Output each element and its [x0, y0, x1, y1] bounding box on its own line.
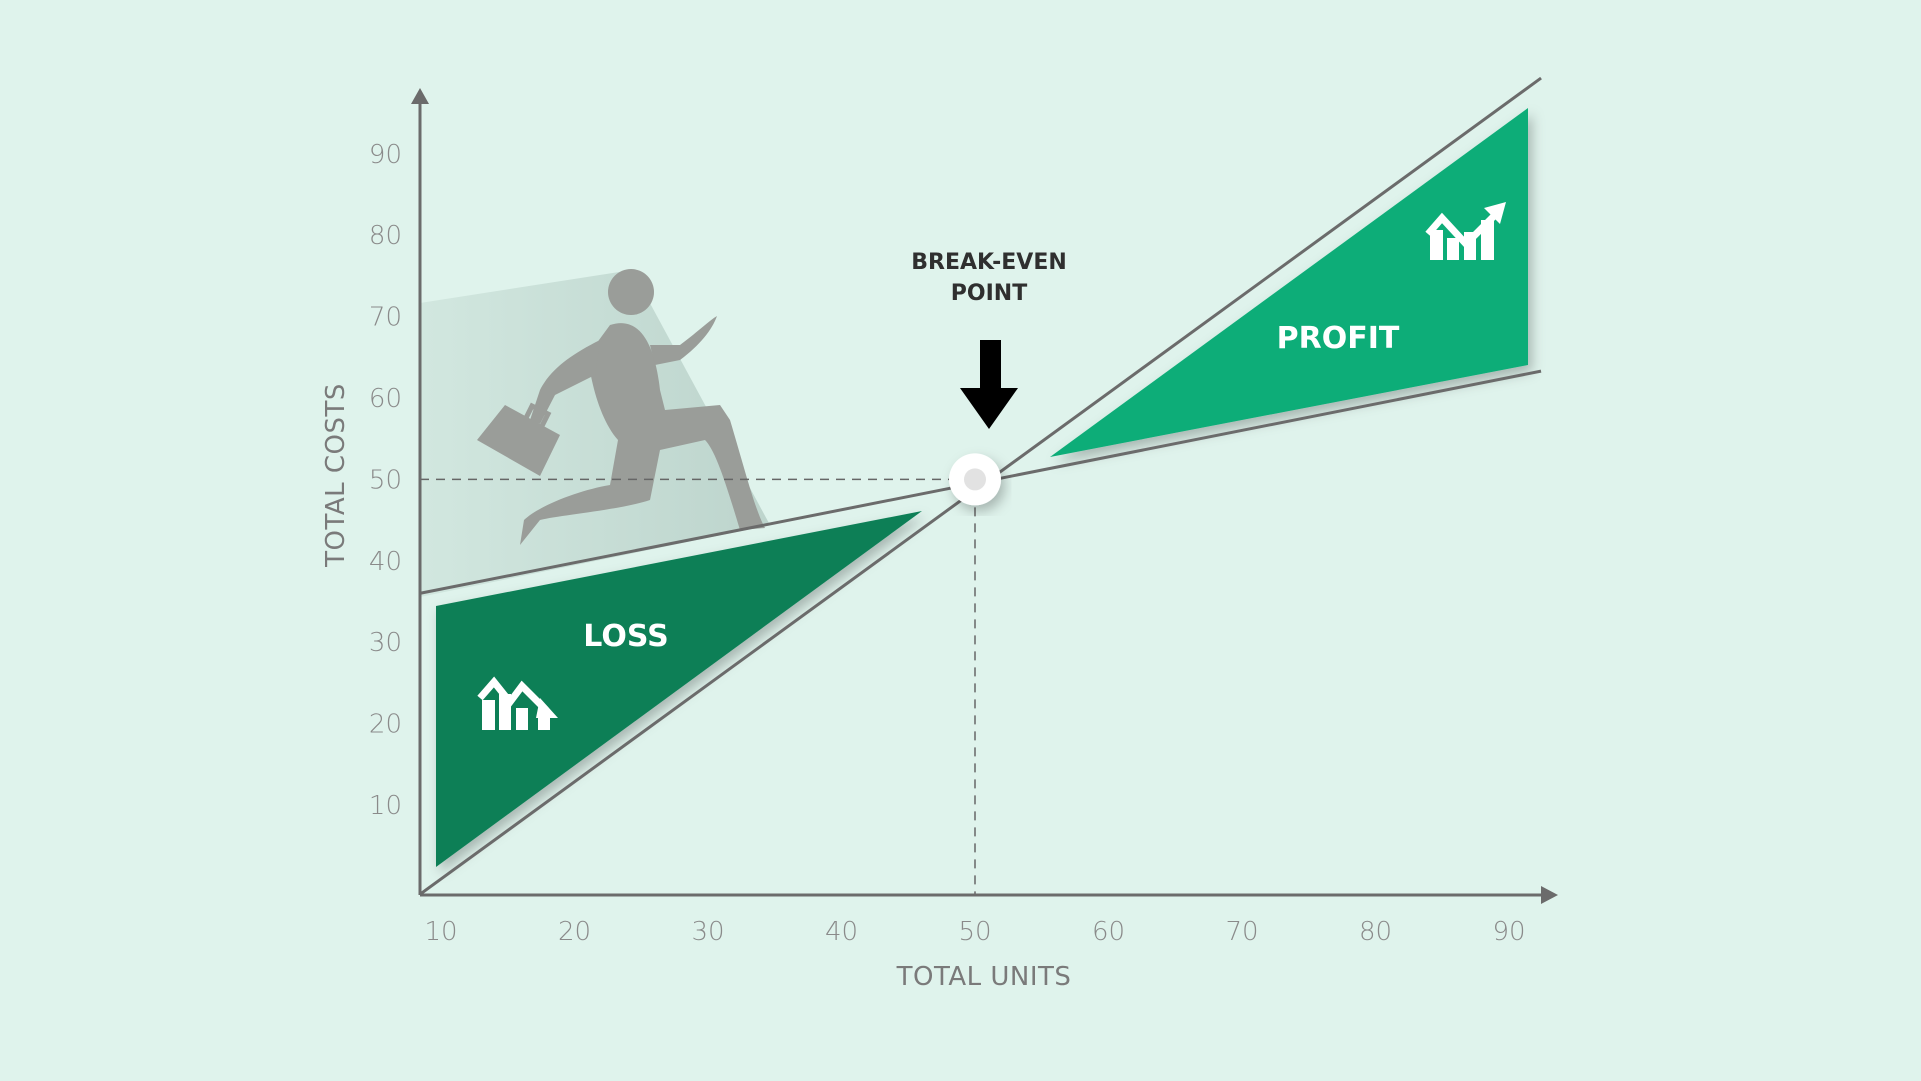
- x-tick-label: 80: [1359, 917, 1392, 947]
- x-tick-label: 70: [1225, 917, 1258, 947]
- figure-body: [520, 323, 765, 545]
- figure-shadow-region: [420, 270, 770, 597]
- y-tick-label: 50: [369, 465, 402, 495]
- x-tick-label: 40: [825, 917, 858, 947]
- chart-trend-up-icon: [1425, 202, 1506, 260]
- figure-head: [608, 269, 654, 315]
- y-tick-label: 60: [369, 384, 402, 414]
- icon-trend: [477, 676, 549, 713]
- icon-bar: [516, 708, 528, 730]
- briefcase-handle: [523, 402, 552, 428]
- y-tick-label: 80: [369, 221, 402, 251]
- figure-back-arm: [530, 340, 600, 424]
- running-businessman-icon: [477, 269, 765, 545]
- x-tick-label: 90: [1492, 917, 1525, 947]
- x-tick-label: 10: [424, 917, 457, 947]
- y-tick-label: 20: [369, 710, 402, 740]
- loss-label: LOSS: [583, 619, 668, 654]
- profit-region: [1050, 108, 1528, 457]
- icon-bar: [1430, 230, 1443, 260]
- icon-trend: [1425, 209, 1501, 250]
- y-tick-label: 90: [369, 140, 402, 170]
- chart-trend-down-icon: [477, 676, 558, 730]
- icon-bar: [482, 700, 495, 730]
- icon-arrowhead: [536, 698, 558, 718]
- figure-front-arm: [650, 316, 717, 365]
- break-even-point-inner: [964, 468, 986, 491]
- profit-label: PROFIT: [1277, 321, 1400, 356]
- y-tick-label: 30: [369, 628, 402, 658]
- icon-bar: [538, 716, 550, 730]
- x-tick-label: 20: [558, 917, 591, 947]
- icon-bar: [1447, 238, 1459, 260]
- break-even-label-line2: POINT: [951, 281, 1027, 306]
- loss-region: [436, 511, 922, 867]
- y-tick-label: 70: [369, 303, 402, 333]
- y-tick-label: 10: [369, 791, 402, 821]
- x-tick-label: 30: [691, 917, 724, 947]
- y-axis-arrow-icon: [411, 88, 429, 104]
- arrow-down-icon: [960, 340, 1018, 429]
- x-tick-label: 50: [958, 917, 991, 947]
- x-axis-arrow-icon: [1541, 886, 1558, 904]
- break-even-label-line1: BREAK-EVEN: [911, 250, 1067, 275]
- y-tick-label: 40: [369, 547, 402, 577]
- icon-arrowhead: [1484, 202, 1506, 224]
- briefcase-icon: [477, 405, 560, 476]
- x-tick-label: 60: [1092, 917, 1125, 947]
- y-axis-title: TOTAL COSTS: [321, 383, 351, 568]
- x-axis-title: TOTAL UNITS: [896, 962, 1072, 992]
